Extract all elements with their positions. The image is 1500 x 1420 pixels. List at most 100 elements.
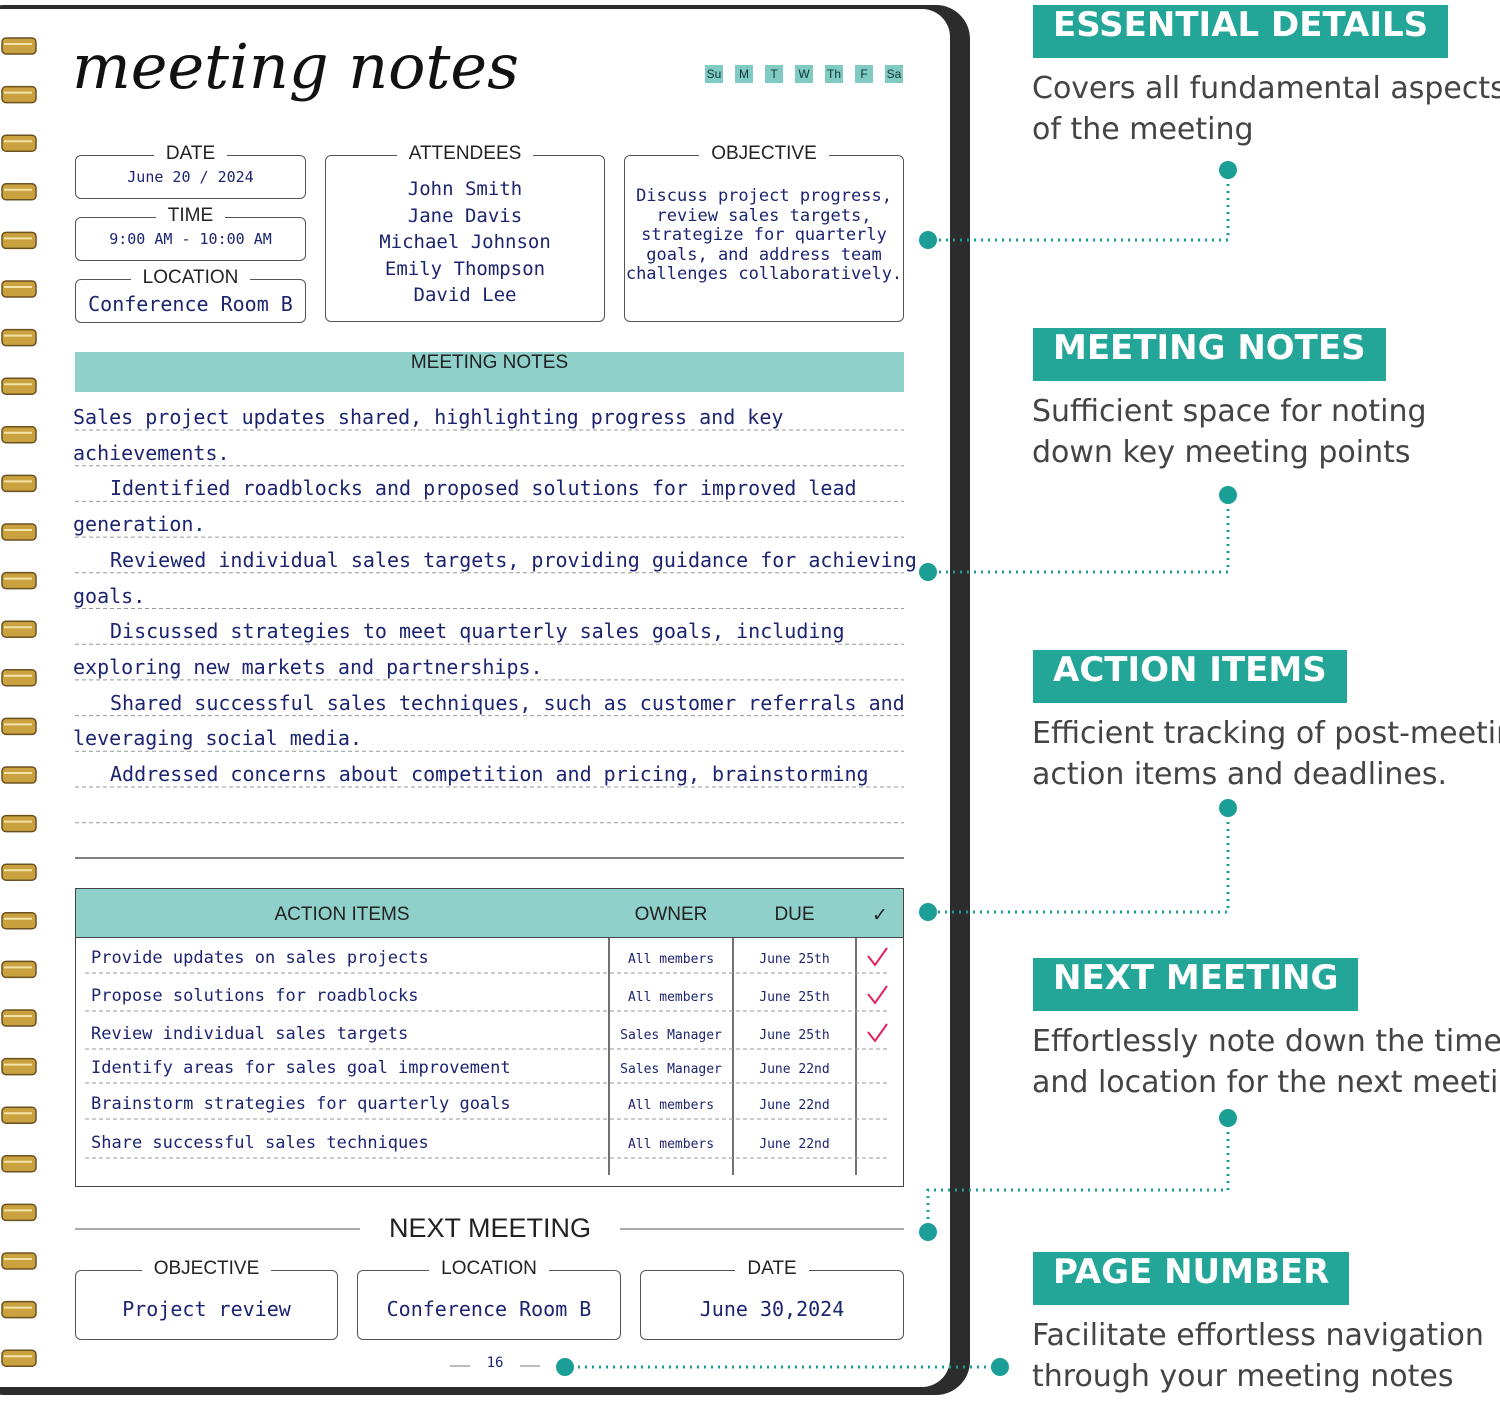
weekday: W — [795, 65, 813, 83]
ring — [1, 669, 37, 687]
field-value: June 30,2024 — [699, 1297, 845, 1321]
ring — [1, 1349, 37, 1367]
ring — [1, 183, 37, 201]
label-text: ATTENDEES — [396, 143, 534, 164]
field-value: Project review — [122, 1297, 291, 1321]
attendee: Michael Johnson — [379, 231, 551, 253]
objective-line: strategize for quarterly — [641, 225, 887, 245]
ring — [1, 814, 37, 833]
owner: Sales Manager — [620, 1028, 722, 1043]
task: Review individual sales targets — [91, 1024, 409, 1044]
ring — [1, 523, 37, 541]
callout-title: MEETING NOTES — [1033, 328, 1386, 381]
note-line: Identified roadblocks and proposed solut… — [110, 476, 857, 501]
callout-title: ACTION ITEMS — [1033, 650, 1347, 703]
owner: All members — [627, 952, 715, 967]
ring — [1, 1203, 37, 1222]
note-line: goals. — [73, 583, 146, 608]
owner: All members — [627, 990, 715, 1005]
attendee: John Smith — [407, 178, 523, 200]
objective-line: Discuss project progress, — [636, 186, 892, 206]
ring — [1, 863, 37, 881]
label-text: LOCATION — [429, 1258, 549, 1279]
note-line: leveraging social media. — [73, 726, 362, 751]
spiral — [1, 37, 37, 1367]
field-label: ATTENDEES — [325, 143, 605, 165]
ring — [1, 620, 37, 638]
callout-text: Effortlessly note down the time — [1032, 1024, 1500, 1059]
next-title: NEXT MEETING — [388, 1213, 592, 1243]
note-line: Sales project updates shared, highlighti… — [73, 405, 784, 429]
note-line: Reviewed individual sales targets, provi… — [110, 547, 917, 572]
label-text: LOCATION — [130, 267, 251, 288]
note-line: Discussed strategies to meet quarterly s… — [110, 619, 845, 644]
weekday: Th — [825, 65, 843, 83]
task: Share successful sales techniques — [91, 1133, 429, 1153]
note-line: Shared successful sales techniques, such… — [110, 690, 905, 715]
due: June 22nd — [759, 1137, 830, 1152]
due: June 22nd — [759, 1062, 830, 1077]
notes-header: MEETING NOTES — [75, 352, 904, 392]
column-header: ACTION ITEMS — [274, 904, 410, 925]
owner: All members — [627, 1137, 715, 1152]
check — [867, 985, 888, 1005]
ring — [1, 1106, 37, 1124]
callout-text: Covers all fundamental aspects — [1032, 71, 1500, 106]
due: June 22nd — [759, 1098, 830, 1113]
due: June 25th — [759, 952, 830, 967]
attendee: David Lee — [413, 284, 517, 306]
ring — [1, 1252, 37, 1270]
due: June 25th — [759, 1028, 830, 1043]
weekday: Su — [705, 65, 723, 83]
task: Provide updates on sales projects — [91, 948, 429, 968]
ring — [1, 134, 37, 152]
field-label: LOCATION — [75, 267, 306, 289]
callout-text: action items and deadlines. — [1032, 757, 1448, 792]
callout-title: ESSENTIAL DETAILS — [1033, 5, 1449, 58]
ring — [1, 1009, 37, 1027]
label-text: DATE — [153, 143, 228, 164]
weekday: T — [765, 65, 783, 83]
field-value: 9:00 AM - 10:00 AM — [109, 230, 272, 248]
field-value: Conference Room B — [88, 292, 293, 316]
task: Identify areas for sales goal improvemen… — [91, 1058, 511, 1078]
callout-text: Efficient tracking of post-meeting — [1032, 716, 1500, 751]
note-line: exploring new markets and partnerships. — [73, 654, 543, 679]
callout-title: NEXT MEETING — [1033, 958, 1359, 1011]
label-text: OBJECTIVE — [699, 143, 829, 164]
ring — [1, 474, 37, 493]
check — [867, 947, 888, 967]
field-label: OBJECTIVE — [75, 1258, 338, 1280]
note-line: Addressed concerns about competition and… — [110, 762, 869, 786]
callout-text: Facilitate effortless navigation — [1032, 1318, 1484, 1353]
column-header: DUE — [774, 904, 815, 925]
attendee: Jane Davis — [407, 204, 523, 227]
ring — [1, 328, 37, 347]
label-text: TIME — [155, 205, 226, 226]
task: Brainstorm strategies for quarterly goal… — [91, 1094, 511, 1114]
objective-line: review sales targets, — [656, 205, 872, 226]
task: Propose solutions for roadblocks — [91, 986, 419, 1006]
callout-text: Sufficient space for noting — [1032, 394, 1427, 429]
page-number: 16 — [486, 1355, 504, 1371]
objective-line: goals, and address team — [646, 244, 882, 265]
ring — [1, 231, 37, 250]
note-line: generation. — [73, 512, 206, 537]
ring — [1, 426, 37, 444]
ring — [1, 1155, 37, 1173]
check — [867, 1023, 888, 1043]
ring — [1, 85, 37, 104]
field-label: TIME — [75, 205, 306, 227]
page-title: meeting notes — [72, 30, 519, 103]
column-header: ✓ — [872, 905, 888, 926]
ring — [1, 912, 37, 930]
ring — [1, 280, 37, 298]
field-label: DATE — [640, 1258, 904, 1280]
owner: Sales Manager — [620, 1062, 722, 1077]
connectors — [565, 170, 1230, 1369]
attendee: Emily Thompson — [384, 257, 546, 280]
objective-line: challenges collaboratively. — [625, 264, 903, 284]
callout-text: of the meeting — [1032, 112, 1254, 147]
weekday: Sa — [885, 65, 903, 83]
owner: All members — [627, 1098, 715, 1113]
